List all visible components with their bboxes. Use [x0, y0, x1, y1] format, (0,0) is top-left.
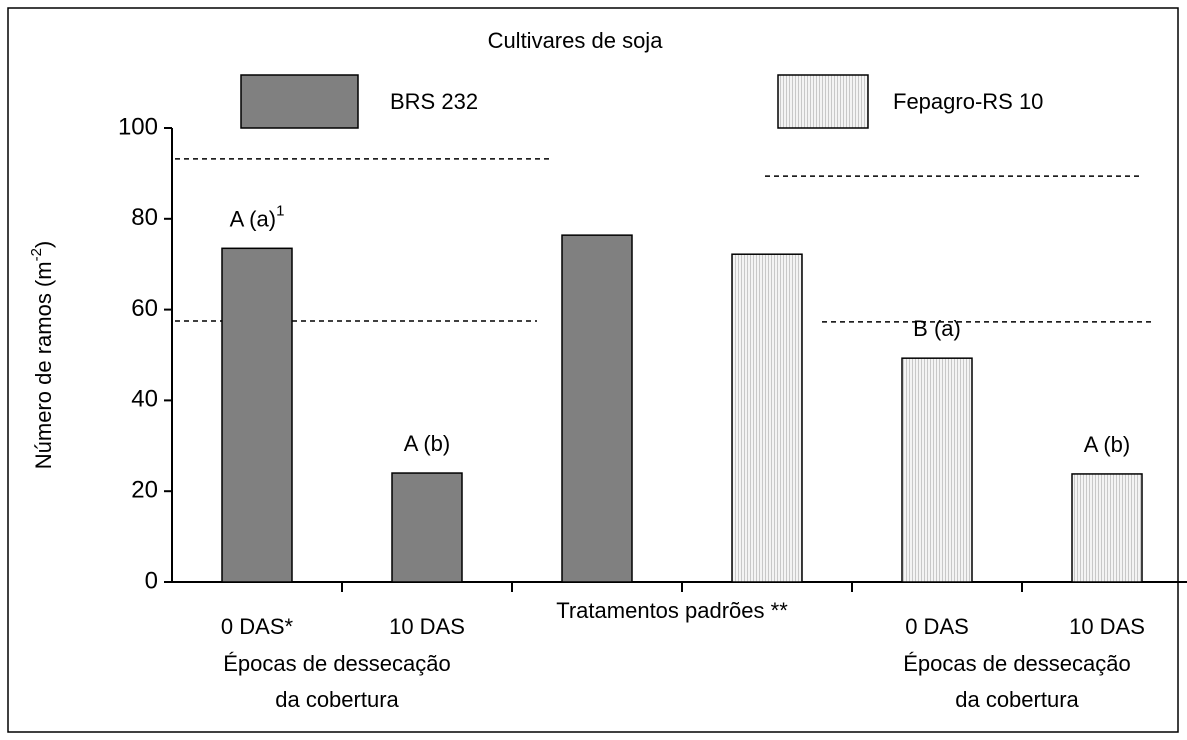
y-tick-label: 80 [131, 204, 158, 231]
x-tick-label: 0 DAS* [221, 614, 294, 639]
bar [221, 247, 293, 583]
y-tick-label: 0 [145, 567, 158, 594]
bar-label-superscript: 1 [276, 202, 284, 219]
y-axis-label-part: Número de ramos (m [31, 261, 56, 469]
y-axis-label-part: -2 [28, 248, 45, 261]
x-tick-label: 0 DAS [905, 614, 969, 639]
bar-label: A (a)1 [230, 202, 285, 231]
y-tick-label: 20 [131, 477, 158, 504]
bar-label: A (b) [1084, 432, 1130, 457]
legend-label: BRS 232 [390, 89, 478, 114]
group-label: Épocas de dessecação [223, 651, 451, 676]
legend-label: Fepagro-RS 10 [893, 89, 1043, 114]
group-label: da cobertura [275, 687, 399, 712]
y-axis-label: Número de ramos (m-2) [28, 241, 56, 470]
bar-label-text: A (b) [1084, 432, 1130, 457]
group-label: Épocas de dessecação [903, 651, 1131, 676]
bar [901, 357, 973, 583]
y-tick-label: 100 [118, 113, 158, 140]
group-label: da cobertura [955, 687, 1079, 712]
y-tick-label: 40 [131, 386, 158, 413]
bar-label-text: A (a) [230, 206, 276, 231]
bar-label-text: A (b) [404, 431, 450, 456]
bar [731, 253, 803, 583]
frame [7, 7, 1179, 733]
y-axis-label-part: ) [31, 241, 56, 248]
bar-label: A (b) [404, 431, 450, 456]
bar [1071, 473, 1143, 583]
bar-label-text: B (a) [913, 316, 961, 341]
bar-label: B (a) [913, 316, 961, 341]
legend-swatch [240, 74, 359, 129]
bar [561, 234, 633, 583]
legend-title: Cultivares de soja [488, 28, 664, 53]
bar [391, 472, 463, 583]
x-tick-label: 10 DAS [389, 614, 465, 639]
y-tick-label: 60 [131, 295, 158, 322]
x-tick-label: 10 DAS [1069, 614, 1145, 639]
legend-swatch [777, 74, 869, 129]
x-tick-label: Tratamentos padrões ** [556, 598, 788, 623]
